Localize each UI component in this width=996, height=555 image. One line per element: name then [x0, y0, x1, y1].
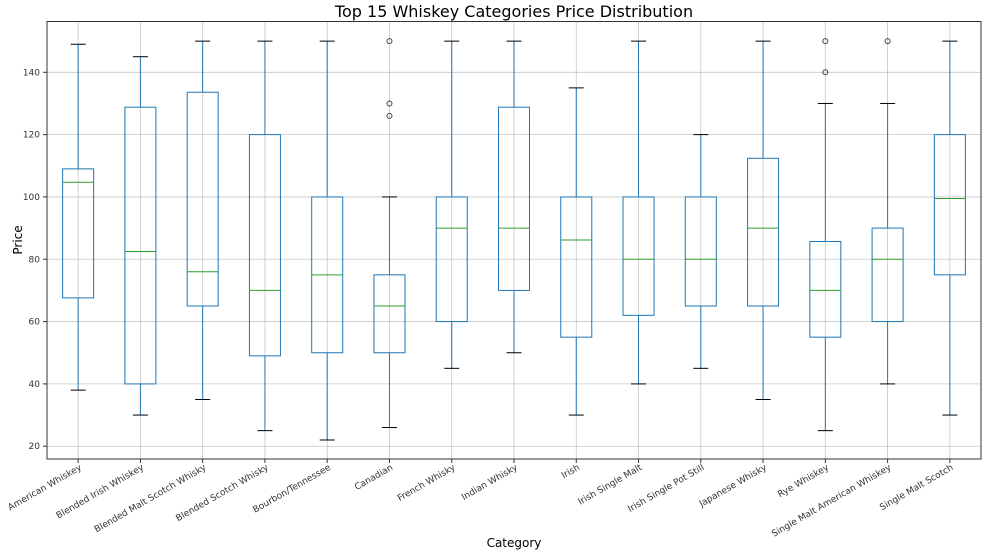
y-tick-label: 100 — [23, 193, 40, 203]
box-1 — [124, 56, 157, 416]
y-tick-label: 60 — [29, 318, 41, 328]
iqr-box — [498, 106, 530, 291]
box-12 — [809, 38, 842, 432]
x-tick-label: Rye Whiskey — [776, 463, 831, 501]
box-8 — [560, 87, 593, 416]
box-11 — [747, 40, 780, 400]
box-7 — [498, 40, 530, 354]
iqr-box — [186, 91, 219, 307]
outlier-point — [386, 100, 393, 107]
plot-frame — [46, 21, 982, 460]
iqr-box — [622, 196, 655, 316]
iqr-box — [248, 134, 281, 357]
box-9 — [622, 40, 655, 385]
y-tick-label: 80 — [29, 255, 41, 265]
x-tick-label: Japanese Whisky — [697, 463, 769, 510]
outlier-point — [386, 112, 393, 119]
box-10 — [684, 134, 717, 369]
iqr-box — [435, 196, 468, 323]
box-2 — [186, 40, 219, 400]
iqr-box — [560, 196, 593, 338]
x-tick-label: Indian Whisky — [460, 463, 520, 503]
iqr-box — [124, 106, 157, 385]
y-tick-label: 40 — [29, 380, 41, 390]
y-tick-label: 120 — [23, 131, 40, 141]
box-6 — [435, 40, 468, 369]
iqr-box — [809, 240, 842, 338]
iqr-box — [684, 196, 717, 307]
x-tick-label: Canadian — [353, 463, 395, 493]
box-5 — [373, 38, 406, 429]
iqr-box — [62, 168, 95, 299]
y-axis-label: Price — [11, 225, 25, 254]
iqr-box — [747, 157, 780, 307]
boxes — [62, 38, 966, 441]
x-tick-label: Irish — [560, 463, 582, 481]
box-3 — [248, 40, 281, 432]
box-13 — [871, 38, 904, 385]
y-axis-ticks: 20 40 60 80 100 120 140 — [23, 68, 47, 452]
x-tick-label: French Whisky — [396, 463, 458, 504]
iqr-box — [373, 274, 406, 354]
outlier-point — [884, 38, 891, 45]
x-axis-label: Category — [487, 536, 542, 550]
y-tick-label: 20 — [29, 442, 41, 452]
x-tick-label: Blended Malt Scotch Whisky — [93, 463, 209, 536]
iqr-box — [871, 227, 904, 323]
outlier-point — [822, 38, 829, 45]
x-tick-label: Single Malt American Whiskey — [770, 463, 893, 540]
outlier-point — [822, 69, 829, 76]
chart-title: Top 15 Whiskey Categories Price Distribu… — [334, 2, 693, 21]
y-tick-label: 140 — [23, 68, 40, 78]
iqr-box — [933, 134, 966, 276]
box-14 — [933, 40, 966, 416]
box-0 — [62, 43, 95, 391]
outlier-point — [386, 38, 393, 45]
box-4 — [311, 40, 344, 441]
